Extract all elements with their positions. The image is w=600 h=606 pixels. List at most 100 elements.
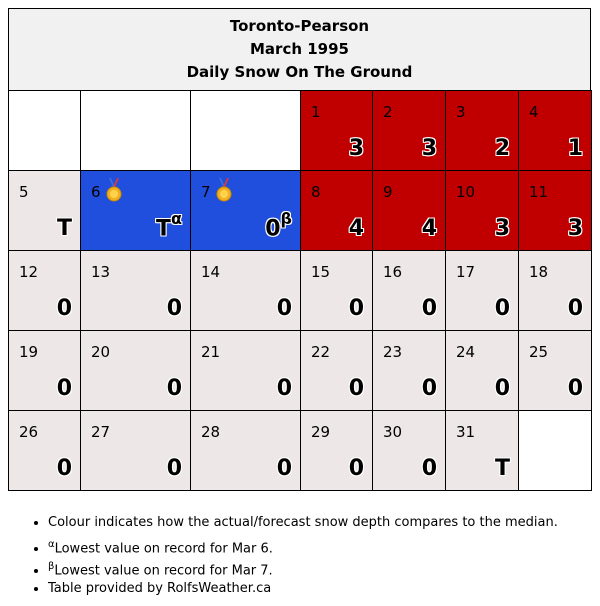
snow-depth-value: 0 [494,296,510,321]
day-number: 8 [311,183,321,201]
day-cell: 14 0 [190,250,301,331]
snow-depth-value: 0 [421,376,437,401]
snow-depth-value: 3 [494,216,510,241]
day-number: 17 [456,263,476,281]
calendar-week: 26 0 27 0 28 0 29 0 30 0 31 T [8,410,592,491]
day-cell: 26 0 [8,410,81,491]
note-colour: Colour indicates how the actual/forecast… [48,512,558,534]
beta-marker: β [48,561,55,572]
day-cell: 19 0 [8,330,81,411]
snow-depth-value: 0 [166,296,182,321]
snow-depth-value: 0 [166,376,182,401]
day-number: 19 [19,343,39,361]
day-number: 18 [529,263,549,281]
day-cell: 29 0 [300,410,373,491]
day-number: 20 [91,343,111,361]
calendar-week: 12 0 13 0 14 0 15 0 16 0 17 0 18 0 [8,250,592,331]
day-cell: 23 0 [372,330,446,411]
snow-depth-value: 0 [494,376,510,401]
day-cell: 25 0 [518,330,592,411]
day-number: 16 [383,263,403,281]
snow-depth-value: 0 [348,456,364,481]
day-number: 14 [201,263,221,281]
day-cell: 10 3 [445,170,519,251]
day-number: 4 [529,103,539,121]
snow-depth-value: 2 [494,136,510,161]
day-number: 22 [311,343,331,361]
day-number: 3 [456,103,466,121]
calendar-week: 5 T 6 Tα 7 0β 8 4 9 4 10 3 11 3 [8,170,592,251]
snow-depth-value: T [56,216,72,241]
snow-depth-value: 0 [276,456,292,481]
day-number: 29 [311,423,331,441]
snow-depth-value: 4 [348,216,364,241]
day-number: 24 [456,343,476,361]
medal-icon [103,178,125,202]
day-cell: 27 0 [80,410,191,491]
snow-depth-value: 0 [56,376,72,401]
day-cell: 15 0 [300,250,373,331]
day-number: 15 [311,263,331,281]
day-cell: 24 0 [445,330,519,411]
day-cell: 12 0 [8,250,81,331]
snow-depth-value: 3 [348,136,364,161]
snow-calendar: Toronto-Pearson March 1995 Daily Snow On… [8,8,592,491]
day-number: 31 [456,423,476,441]
day-cell: 13 0 [80,250,191,331]
day-cell: 20 0 [80,330,191,411]
day-cell: 17 0 [445,250,519,331]
empty-cell [190,90,301,171]
snow-depth-value: 0 [348,376,364,401]
snow-depth-value: 0 [421,456,437,481]
day-number: 7 [201,183,211,201]
day-number: 1 [311,103,321,121]
day-number: 23 [383,343,403,361]
note-credit: Table provided by RolfsWeather.ca [48,578,558,600]
day-number: 12 [19,263,39,281]
record-marker: α [171,208,182,228]
day-number: 6 [91,183,101,201]
empty-cell [8,90,81,171]
snow-depth-value: 0 [567,376,583,401]
notes-list: Colour indicates how the actual/forecast… [30,512,558,600]
day-number: 11 [529,183,549,201]
day-number: 25 [529,343,549,361]
alpha-marker: α [48,539,55,550]
day-cell: 21 0 [190,330,301,411]
snow-depth-value: 0 [276,376,292,401]
snow-depth-value: 3 [567,216,583,241]
calendar-grid: 1 3 2 3 3 2 4 1 5 T 6 Tα 7 0β 8 4 9 4 10 3 11 3 12 0 13 0 14 0 15 0 16… [8,90,592,491]
snow-depth-value: 0 [166,456,182,481]
record-marker: β [280,208,292,228]
day-number: 13 [91,263,111,281]
day-cell: 16 0 [372,250,446,331]
calendar-week: 19 0 20 0 21 0 22 0 23 0 24 0 25 0 [8,330,592,411]
day-cell: 7 0β [190,170,301,251]
snow-depth-value: 3 [421,136,437,161]
snow-depth-value: 0 [567,296,583,321]
snow-depth-value: 0 [56,296,72,321]
snow-depth-value: 0β [265,208,292,241]
day-cell: 22 0 [300,330,373,411]
day-number: 30 [383,423,403,441]
day-cell: 30 0 [372,410,446,491]
empty-cell [518,410,592,491]
day-cell: 18 0 [518,250,592,331]
note-alpha: αLowest value on record for Mar 6. [48,534,558,556]
day-cell: 6 Tα [80,170,191,251]
day-number: 10 [456,183,476,201]
day-number: 27 [91,423,111,441]
day-number: 5 [19,183,29,201]
day-number: 28 [201,423,221,441]
empty-cell [80,90,191,171]
station-title: Toronto-Pearson [229,17,370,35]
day-cell: 28 0 [190,410,301,491]
snow-depth-value: 0 [276,296,292,321]
calendar-header: Toronto-Pearson March 1995 Daily Snow On… [8,8,591,90]
medal-icon [213,178,235,202]
